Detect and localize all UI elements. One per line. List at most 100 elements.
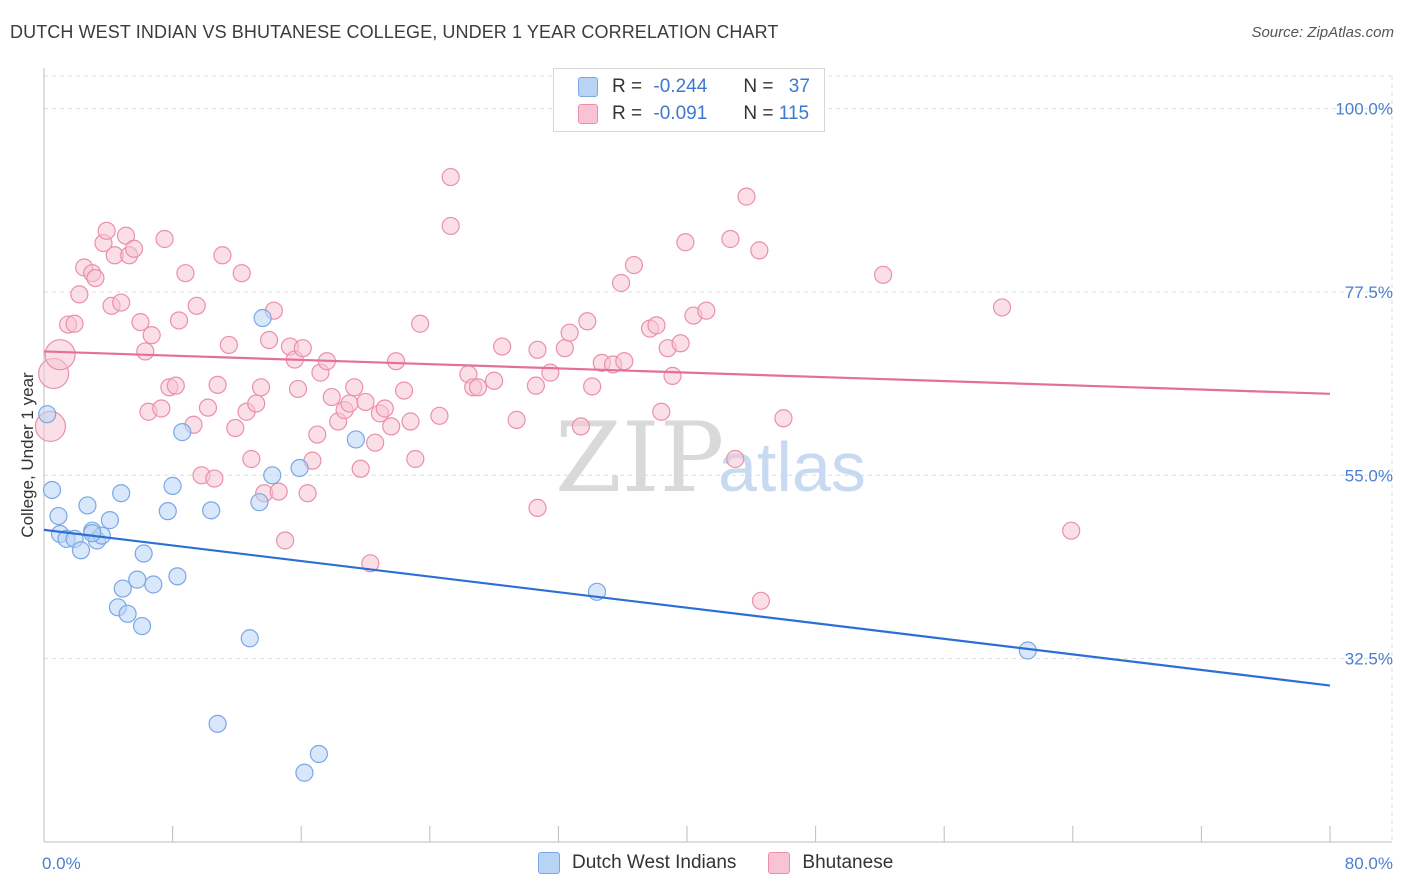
data-point [86,268,105,288]
data-point [721,229,740,249]
data-point [213,246,232,265]
data-point [671,334,690,353]
data-point [253,308,272,328]
data-point [205,469,224,488]
source-label: Source: ZipAtlas.com [1251,24,1394,41]
data-point [118,604,137,623]
y-axis-label: College, Under 1 year [18,372,37,538]
data-point [663,366,682,385]
data-point [144,575,163,594]
data-point [173,423,192,442]
legend-r-label: R = [612,76,643,97]
bhutanese-points [34,167,1081,610]
data-point [232,264,251,283]
data-point [493,337,512,356]
data-point [697,301,716,320]
legend-r-value: -0.091 [653,103,708,124]
y-tick-label: 100.0% [1335,100,1393,119]
data-point [541,363,560,382]
data-point [356,392,375,412]
data-point [42,480,62,500]
data-point [226,418,245,438]
data-point [874,265,893,284]
data-point [158,502,177,521]
data-point [401,412,420,431]
data-point [394,381,414,400]
series-swatch-pink [768,852,791,874]
data-point [169,311,189,330]
data-point [163,476,182,495]
data-point [774,409,793,428]
data-point [128,570,147,589]
data-point [152,399,171,418]
data-point [375,399,394,418]
data-point [131,312,150,332]
data-point [112,293,131,312]
legend-n-label: N = [743,103,774,124]
data-point [38,405,57,424]
data-point [202,501,221,520]
data-point [386,352,406,371]
data-point [97,221,116,240]
series-legend: Dutch West Indians Bhutanese [538,852,925,874]
data-point [578,312,597,331]
data-point [65,314,84,333]
legend-swatch-pink [578,104,598,124]
x-tick-label: 0.0% [42,854,81,873]
legend-n-label: N = [743,76,774,97]
legend-r-label: R = [612,103,643,124]
data-point [113,579,132,598]
data-point [276,531,295,550]
data-point [366,433,385,452]
data-point [611,273,631,293]
data-point [155,229,174,249]
axes [43,68,1392,843]
data-point [992,298,1012,317]
data-point [187,296,206,315]
data-point [507,410,526,429]
data-point [322,387,341,407]
data-point [208,714,227,733]
data-point [571,417,591,436]
series-label-dutch: Dutch West Indians [572,852,737,873]
data-point [71,541,91,560]
legend-swatch-blue [578,77,598,97]
data-point [250,493,269,512]
data-point [468,378,488,397]
trend-line-bhutanese [43,350,1331,395]
data-point [751,591,771,610]
data-point [132,616,152,636]
data-point [44,339,76,371]
data-point [346,430,365,449]
data-point [290,458,309,478]
data-point [78,496,97,515]
data-point [737,187,756,206]
data-point [382,417,401,436]
series-legend-dutch: Dutch West Indians [538,852,736,874]
data-point [247,394,266,413]
data-point [166,376,185,395]
series-legend-bhutanese: Bhutanese [768,852,893,874]
data-point [240,629,259,648]
data-point [295,763,314,782]
data-point [293,339,312,358]
data-point [340,394,359,413]
data-point [560,323,579,342]
trend-line-dutch [43,528,1331,687]
data-point [251,378,271,397]
data-point [411,314,430,333]
data-point [263,466,282,485]
data-point [49,506,68,526]
data-point [406,449,425,469]
data-point [441,167,460,187]
chart-title: DUTCH WEST INDIAN VS BHUTANESE COLLEGE, … [10,22,779,42]
series-swatch-blue [538,852,560,874]
data-point [242,449,261,469]
data-point [219,335,238,355]
watermark-atlas: atlas [718,428,866,506]
data-point [1062,521,1081,540]
legend-r-value: -0.244 [653,76,708,97]
legend-row-bhutanese: R = -0.091 N = 115 [578,101,809,127]
data-point [83,524,102,543]
